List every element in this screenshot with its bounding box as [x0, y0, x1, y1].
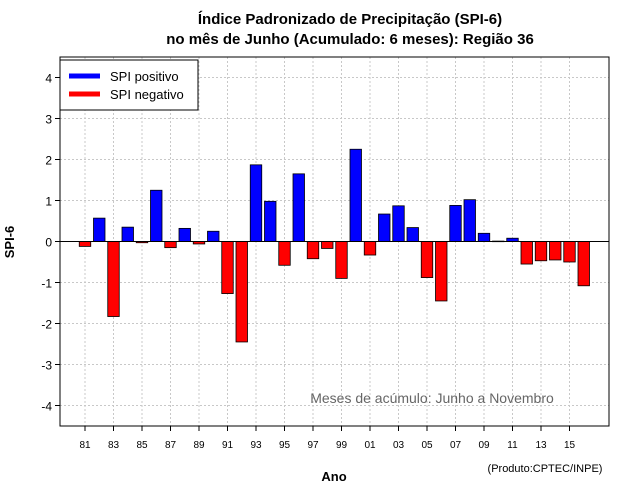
bar-2006: [435, 241, 448, 302]
accumulation-note: Meses de acúmulo: Junho a Novembro: [310, 390, 554, 406]
bar-2013: [534, 241, 548, 262]
x-tick-label: 11: [507, 440, 518, 451]
bar-1981: [78, 241, 92, 247]
bar-2002: [378, 213, 391, 242]
x-tick-label: 07: [450, 440, 462, 451]
bar-2016: [577, 241, 590, 287]
bar-2004: [406, 227, 419, 242]
bar-1997: [306, 241, 320, 260]
x-tick-label: 91: [222, 440, 234, 451]
legend-label-negative: SPI negativo: [110, 87, 184, 102]
y-tick-label: 3: [45, 113, 52, 127]
x-tick-label: 83: [108, 440, 120, 451]
bar-2007: [449, 205, 462, 242]
bar-1999: [335, 241, 348, 279]
bar-1983: [107, 241, 120, 317]
bar-2015: [563, 241, 576, 263]
chart-title-line2: no mês de Junho (Acumulado: 6 meses): Re…: [166, 31, 534, 48]
y-tick-label: -4: [41, 400, 52, 414]
bar-2008: [463, 199, 476, 242]
bar-1993: [249, 164, 263, 242]
bar-1988: [178, 227, 191, 242]
y-axis: -4 -3 -2 -1 0 1 2 3 4: [41, 72, 60, 414]
x-tick-label: 05: [421, 440, 433, 451]
bar-1982: [93, 217, 106, 242]
bar-1986: [150, 189, 163, 242]
x-tick-label: 99: [336, 440, 348, 451]
y-tick-label: 1: [45, 195, 52, 209]
bar-1990: [207, 230, 220, 242]
x-tick-label: 03: [393, 440, 405, 451]
y-axis-label: SPI-6: [2, 226, 17, 259]
bar-1984: [121, 226, 134, 242]
x-tick-label: 09: [478, 440, 490, 451]
bar-1991: [221, 241, 234, 294]
bar-2003: [392, 205, 405, 242]
bar-2012: [520, 241, 533, 265]
bar-2000: [349, 148, 362, 242]
y-tick-label: -1: [41, 277, 52, 291]
y-tick-label: -3: [41, 359, 52, 373]
x-tick-label: 89: [193, 440, 205, 451]
x-axis: 81 83 85 87 89 91 93 95 97 99 01 03 05 07 09 11 13 15: [79, 426, 575, 451]
x-tick-label: 87: [165, 440, 177, 451]
bar-1996: [292, 173, 305, 242]
x-tick-label: 15: [564, 440, 576, 451]
y-tick-label: -2: [41, 318, 52, 332]
bar-2005: [420, 241, 434, 278]
x-tick-label: 81: [79, 440, 91, 451]
x-tick-label: 13: [535, 440, 547, 451]
bar-1994: [264, 200, 277, 242]
x-tick-label: 93: [250, 440, 262, 451]
x-tick-label: 95: [279, 440, 291, 451]
bar-2014: [549, 241, 562, 261]
y-tick-label: 4: [45, 72, 52, 86]
x-tick-label: 85: [136, 440, 148, 451]
x-axis-label: Ano: [321, 469, 346, 484]
bar-1995: [278, 241, 291, 266]
y-tick-label: 0: [45, 236, 52, 250]
y-tick-label: 2: [45, 154, 52, 168]
legend-box: [59, 59, 199, 111]
x-tick-label: 97: [307, 440, 319, 451]
bar-1987: [164, 241, 177, 249]
product-credit: (Produto:CPTEC/INPE): [488, 463, 603, 475]
bar-2001: [363, 241, 377, 256]
legend-label-positive: SPI positivo: [110, 69, 179, 84]
bar-2009: [477, 232, 491, 242]
legend: SPI positivo SPI negativo: [59, 59, 199, 111]
bar-1998: [321, 241, 334, 249]
bar-1992: [235, 241, 248, 343]
chart-title-line1: Índice Padronizado de Precipitação (SPI-…: [198, 11, 502, 28]
x-tick-label: 01: [364, 440, 376, 451]
